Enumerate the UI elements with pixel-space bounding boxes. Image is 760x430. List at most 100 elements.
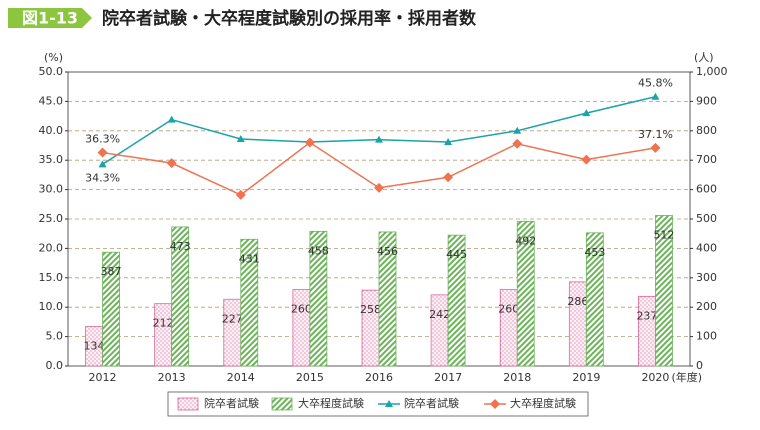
bar xyxy=(430,294,449,367)
y-axis-title: (%) xyxy=(44,51,63,64)
line-marker xyxy=(166,158,177,169)
bar-value-label: 260 xyxy=(291,303,312,316)
bar xyxy=(638,295,656,367)
line-marker xyxy=(582,109,591,117)
y-tick-label: 25.0 xyxy=(39,212,64,225)
y-tick-label: 45.0 xyxy=(39,94,64,107)
y-tick-label: 0.0 xyxy=(46,359,64,372)
bar xyxy=(655,215,673,367)
x-tick-label: 2015 xyxy=(296,371,324,384)
bar-value-label: 260 xyxy=(498,303,519,316)
line-marker xyxy=(236,135,245,143)
y-tick-label: 10.0 xyxy=(39,300,64,313)
line-marker xyxy=(235,189,246,200)
bar xyxy=(102,251,120,367)
line-value-label: 37.1% xyxy=(638,128,673,141)
x-tick-label: 2012 xyxy=(89,371,117,384)
legend-label: 大卒程度試験 xyxy=(510,396,576,410)
line-value-label: 34.3% xyxy=(85,171,120,184)
line-value-label: 45.8% xyxy=(638,77,673,90)
bar xyxy=(361,289,380,367)
bar-value-label: 458 xyxy=(308,244,329,257)
line-marker xyxy=(513,126,522,134)
legend-label: 院卒者試験 xyxy=(204,396,259,410)
bar-value-label: 445 xyxy=(446,248,467,261)
bar-value-label: 473 xyxy=(170,240,191,253)
line-marker xyxy=(375,135,383,143)
bar-value-label: 227 xyxy=(222,312,243,325)
legend-marker xyxy=(490,399,500,409)
line-marker xyxy=(443,172,454,183)
y-tick-label: 35.0 xyxy=(39,153,64,166)
x-tick-label: 2020 xyxy=(641,371,669,384)
y2-tick-label: 800 xyxy=(696,124,717,137)
y-tick-label: 30.0 xyxy=(39,183,64,196)
y-tick-label: 5.0 xyxy=(46,330,64,343)
line-value-label: 36.3% xyxy=(85,133,120,146)
bar xyxy=(378,231,397,367)
bar-value-label: 212 xyxy=(153,317,174,330)
legend-swatch xyxy=(271,397,293,411)
y2-tick-label: 400 xyxy=(696,241,717,254)
bar xyxy=(240,238,259,367)
y2-tick-label: 500 xyxy=(696,212,717,225)
x-tick-label: 2014 xyxy=(227,371,255,384)
bar xyxy=(585,232,604,367)
bar-value-label: 431 xyxy=(239,252,260,265)
legend-swatch xyxy=(177,397,199,411)
x-tick-label: 2018 xyxy=(503,371,531,384)
y2-tick-label: 600 xyxy=(696,183,717,196)
line-marker xyxy=(98,160,107,168)
x-axis-title: (年度) xyxy=(671,370,702,384)
bar xyxy=(223,298,242,367)
legend-label: 大卒程度試験 xyxy=(298,396,364,410)
line-marker xyxy=(444,137,453,145)
bar xyxy=(516,220,535,367)
line-marker xyxy=(650,142,661,153)
y2-tick-label: 900 xyxy=(696,94,717,107)
figure-label: 図1-13 xyxy=(22,9,78,28)
bar-value-label: 242 xyxy=(429,308,450,321)
y-tick-label: 40.0 xyxy=(39,124,64,137)
line-marker xyxy=(97,147,108,158)
x-tick-label: 2013 xyxy=(158,371,186,384)
bar-value-label: 134 xyxy=(84,340,105,353)
y2-tick-label: 0 xyxy=(696,359,703,372)
line-marker xyxy=(167,115,176,123)
y2-axis-title: (人) xyxy=(694,51,714,64)
bar-value-label: 512 xyxy=(653,228,674,241)
y2-tick-label: 700 xyxy=(696,153,717,166)
x-tick-label: 2019 xyxy=(572,371,600,384)
bar xyxy=(292,289,311,367)
y-tick-label: 50.0 xyxy=(39,65,64,78)
line-marker xyxy=(581,154,592,165)
line-marker xyxy=(651,92,660,100)
y2-tick-label: 300 xyxy=(696,271,717,284)
x-tick-label: 2016 xyxy=(365,371,393,384)
bar-value-label: 453 xyxy=(584,246,605,259)
line-marker xyxy=(512,138,523,149)
bar xyxy=(447,234,466,367)
y2-tick-label: 200 xyxy=(696,300,717,313)
line-marker xyxy=(374,182,384,193)
figure-badge xyxy=(8,8,92,28)
y-tick-label: 20.0 xyxy=(39,241,64,254)
bar xyxy=(171,226,190,367)
chart-title: 院卒者試験・大卒程度試験別の採用率・採用者数 xyxy=(102,8,477,29)
legend-label: 院卒者試験 xyxy=(404,396,459,410)
bar-value-label: 492 xyxy=(515,234,536,247)
bar-value-label: 258 xyxy=(360,303,381,316)
bar xyxy=(499,289,518,367)
line-marker xyxy=(304,137,315,148)
y2-tick-label: 100 xyxy=(696,330,717,343)
bar-value-label: 237 xyxy=(636,309,657,322)
bar-value-label: 456 xyxy=(377,245,398,258)
y2-tick-label: 1,000 xyxy=(696,65,728,78)
bar xyxy=(309,230,328,367)
y-tick-label: 15.0 xyxy=(39,271,64,284)
bar-value-label: 286 xyxy=(567,295,588,308)
legend-marker xyxy=(385,400,393,407)
legend-box xyxy=(167,391,589,417)
bar-value-label: 387 xyxy=(101,265,122,278)
